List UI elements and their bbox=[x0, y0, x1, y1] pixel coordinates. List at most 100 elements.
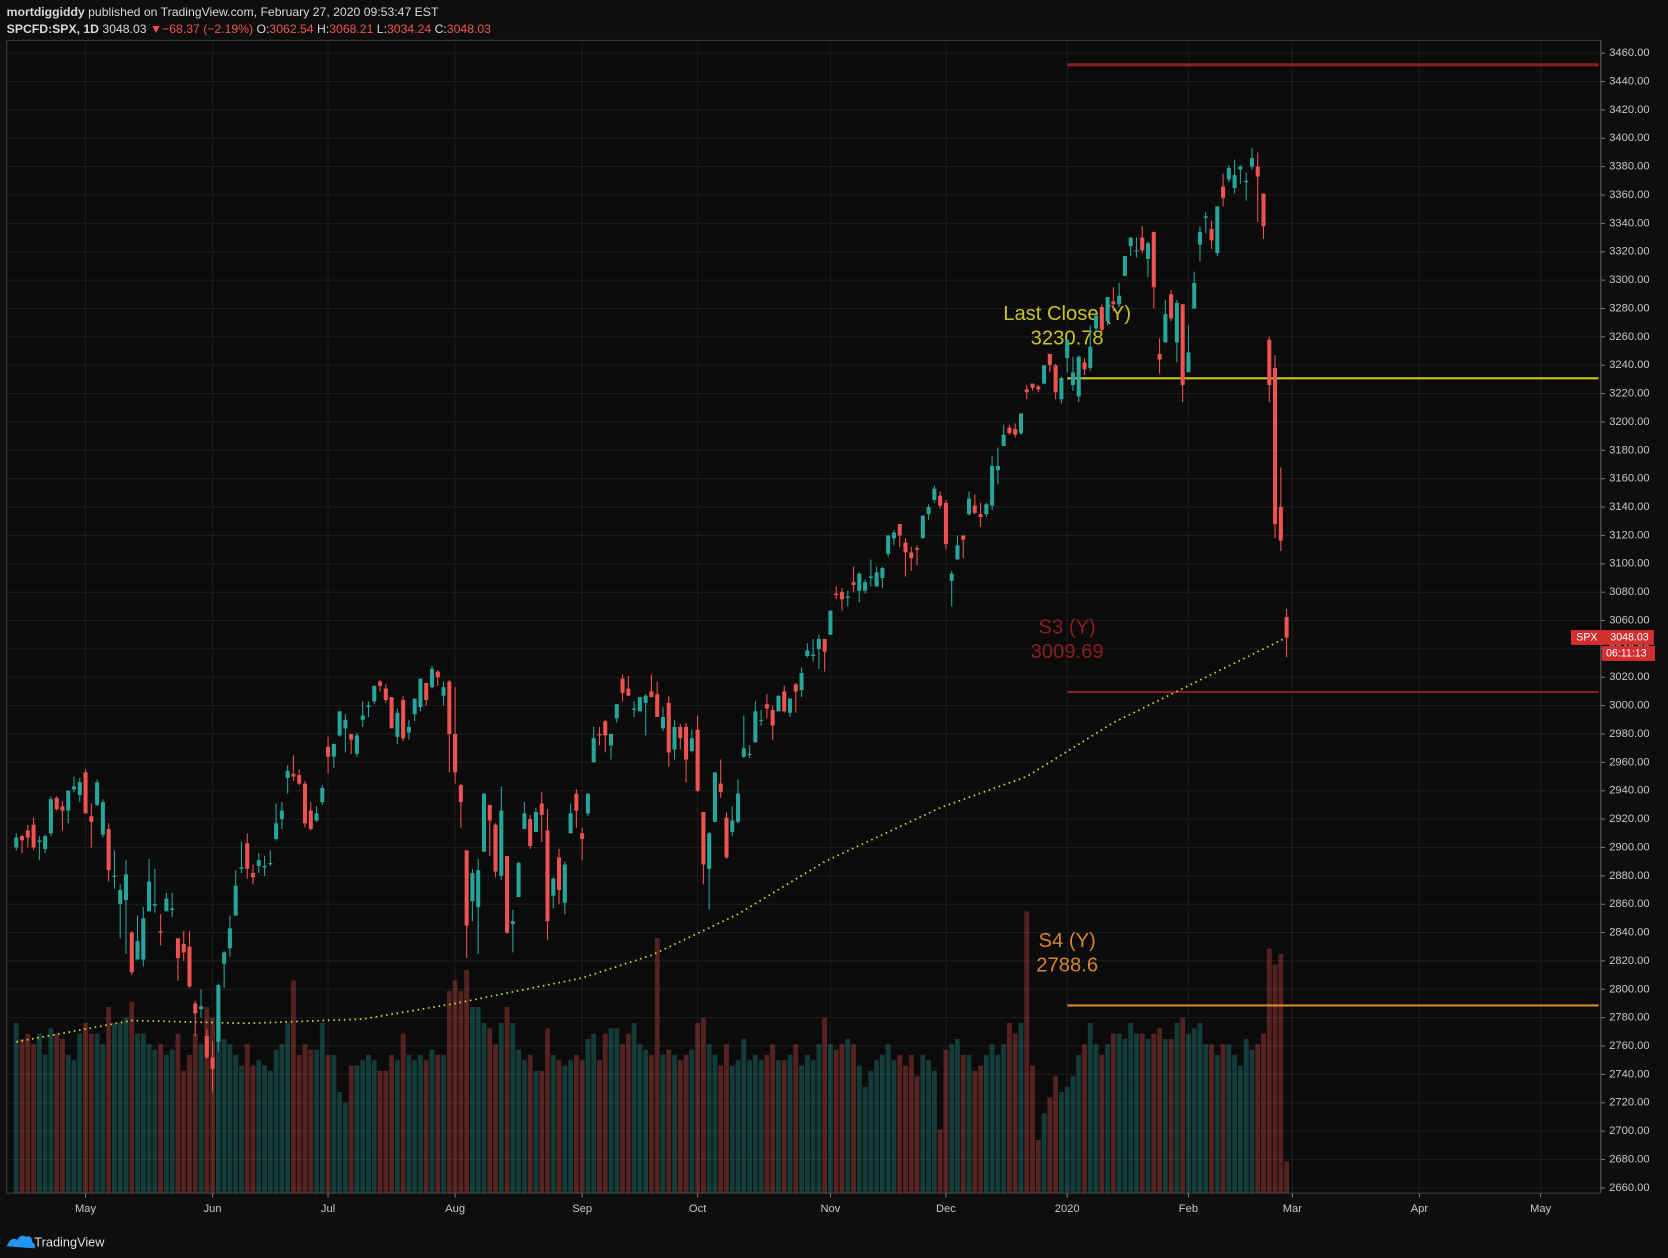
y-tick-label: 3000.00 bbox=[1609, 700, 1649, 712]
candle-body bbox=[585, 793, 590, 814]
change-arrow: ▼ bbox=[150, 22, 162, 36]
candle-body bbox=[453, 734, 458, 773]
y-tick-label: 3100.00 bbox=[1609, 558, 1649, 570]
candle-body bbox=[1197, 231, 1202, 245]
candle-body bbox=[326, 746, 331, 757]
volume-bar bbox=[764, 1054, 770, 1194]
volume-bar bbox=[1191, 1028, 1197, 1194]
y-tick-label: 3140.00 bbox=[1609, 501, 1649, 513]
volume-bar bbox=[394, 1060, 400, 1194]
candle-body bbox=[891, 532, 896, 539]
candle-body bbox=[1134, 250, 1139, 252]
candle-body bbox=[1128, 237, 1133, 247]
volume-bar bbox=[1145, 1038, 1151, 1194]
volume-bar bbox=[828, 1044, 833, 1194]
volume-bar bbox=[660, 1054, 666, 1194]
volume-bar bbox=[152, 1049, 158, 1194]
volume-bar bbox=[71, 1060, 77, 1194]
timer-box bbox=[1601, 646, 1655, 661]
volume-bar bbox=[539, 1070, 545, 1194]
volume-bar bbox=[752, 1054, 758, 1194]
volume-bar bbox=[256, 1060, 262, 1194]
y-tick-label: 2900.00 bbox=[1609, 841, 1649, 853]
volume-bar bbox=[88, 1033, 94, 1194]
volume-bar bbox=[163, 1054, 169, 1194]
candle-body bbox=[187, 946, 192, 987]
x-tick-label: Mar bbox=[1283, 1203, 1302, 1215]
volume-bar bbox=[1116, 1033, 1122, 1194]
header-line-2: SPCFD:SPX, 1D 3048.03 ▼−68.37 (−2.19%) O… bbox=[7, 22, 492, 36]
volume-bar bbox=[65, 1054, 71, 1194]
candle-body bbox=[753, 711, 758, 743]
volume-bar bbox=[239, 1065, 244, 1194]
candle-body bbox=[389, 697, 394, 729]
candle-body bbox=[701, 812, 706, 865]
candle-body bbox=[580, 833, 585, 839]
volume-bar bbox=[1041, 1113, 1047, 1194]
candle-body bbox=[1278, 507, 1283, 541]
volume-bar bbox=[1214, 1054, 1220, 1194]
low-label: L: bbox=[377, 22, 387, 36]
brand[interactable]: TradingView bbox=[34, 1234, 105, 1249]
price-tag-value: 3048.03 bbox=[1610, 631, 1648, 643]
candle-body bbox=[1221, 186, 1226, 198]
candle-body bbox=[14, 837, 19, 848]
y-tick-label: 3340.00 bbox=[1609, 217, 1649, 229]
volume-bar bbox=[620, 1044, 625, 1194]
candle-body bbox=[1145, 243, 1151, 259]
volume-bar bbox=[412, 1060, 418, 1194]
candle-body bbox=[89, 816, 94, 822]
volume-bar bbox=[1237, 1065, 1243, 1194]
candle-body bbox=[77, 782, 82, 795]
volume-bar bbox=[1266, 948, 1272, 1194]
volume-bar bbox=[960, 1054, 966, 1194]
candle-body bbox=[1076, 356, 1081, 397]
candle-body bbox=[71, 786, 77, 790]
candle-body bbox=[83, 772, 88, 814]
y-tick-label: 3200.00 bbox=[1609, 416, 1649, 428]
candle-body bbox=[1036, 386, 1041, 390]
candle-body bbox=[851, 582, 856, 586]
volume-bar bbox=[1261, 1033, 1266, 1194]
y-tick-label: 3440.00 bbox=[1609, 75, 1649, 87]
volume-bar bbox=[36, 1033, 42, 1194]
candle-body bbox=[256, 860, 261, 866]
volume-bar bbox=[845, 1038, 851, 1194]
volume-bar bbox=[279, 1044, 285, 1194]
volume-bar bbox=[1243, 1038, 1249, 1194]
candle-body bbox=[1163, 314, 1168, 343]
x-tick-label: Aug bbox=[445, 1203, 465, 1215]
volume-bar bbox=[1110, 1033, 1116, 1194]
y-tick-label: 3280.00 bbox=[1609, 302, 1649, 314]
candle-body bbox=[574, 793, 579, 811]
x-tick-label: Apr bbox=[1411, 1203, 1429, 1215]
candle-body bbox=[1105, 297, 1110, 322]
candle-body bbox=[291, 773, 296, 777]
candle-body bbox=[545, 830, 550, 922]
candle-body bbox=[1082, 362, 1087, 370]
volume-bar bbox=[868, 1070, 874, 1194]
candle-body bbox=[250, 873, 256, 878]
volume-bar bbox=[475, 1007, 481, 1194]
candle-body bbox=[1267, 339, 1272, 386]
candle-body bbox=[533, 812, 538, 832]
volume-bar bbox=[302, 1044, 308, 1194]
candle-body bbox=[43, 836, 48, 849]
x-tick-label: May bbox=[1530, 1203, 1551, 1215]
candle-body bbox=[476, 870, 481, 908]
volume-bar bbox=[602, 1033, 608, 1194]
volume-bar bbox=[735, 1060, 741, 1194]
volume-bar bbox=[1035, 1139, 1041, 1194]
candle-body bbox=[880, 568, 885, 578]
y-tick-label: 3160.00 bbox=[1609, 473, 1649, 485]
candle-body bbox=[314, 813, 319, 821]
volume-bar bbox=[1249, 1049, 1255, 1194]
volume-bar bbox=[1070, 1076, 1076, 1194]
low: 3034.24 bbox=[387, 22, 431, 36]
candle-body bbox=[222, 952, 227, 964]
x-tick-label: Sep bbox=[572, 1203, 592, 1215]
candle-body bbox=[1070, 372, 1075, 386]
candle-body bbox=[118, 890, 123, 905]
candle-body bbox=[152, 904, 157, 906]
candle-body bbox=[135, 941, 140, 960]
